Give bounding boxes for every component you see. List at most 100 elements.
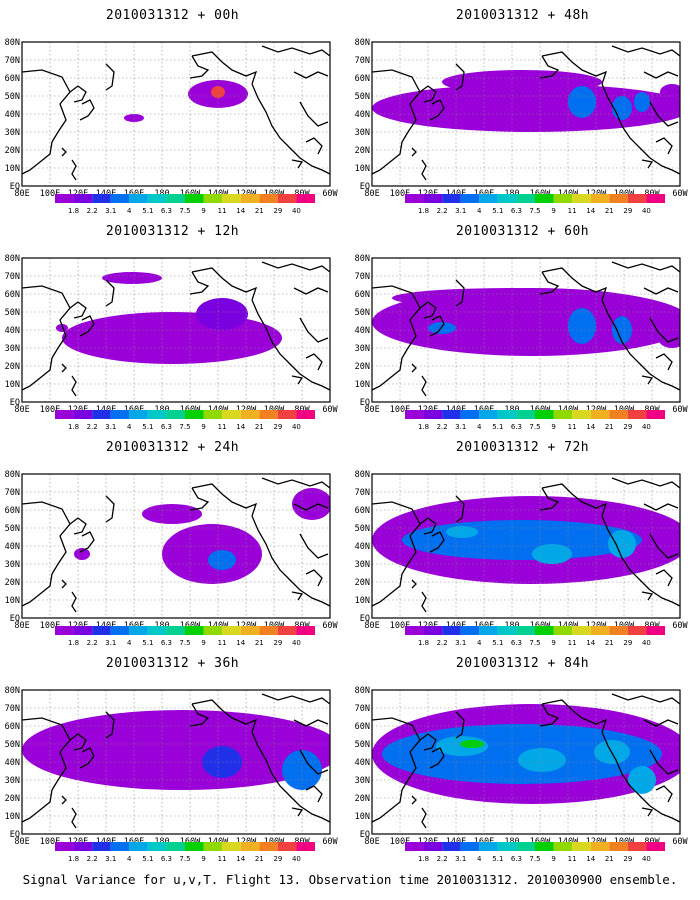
colorbar-label: 14	[236, 855, 245, 863]
colorbar-label: 3.1	[105, 855, 116, 863]
variance-region	[442, 70, 602, 94]
lat-tick-label: 10N	[5, 164, 20, 174]
colorbar-swatch	[55, 842, 74, 851]
lon-tick-label: 140W	[558, 189, 579, 198]
lon-tick-label: 80E	[14, 621, 29, 630]
lat-tick-label: 80N	[355, 686, 370, 696]
colorbar-swatch	[55, 410, 74, 419]
colorbar-swatch	[479, 194, 498, 203]
colorbar-label: 2.2	[87, 423, 98, 431]
lon-tick-label: 160E	[474, 189, 494, 198]
lat-tick-label: 30N	[355, 344, 370, 354]
lon-tick-label: 140E	[96, 189, 116, 198]
variance-region	[446, 526, 478, 538]
variance-shading	[372, 70, 680, 132]
lon-tick-label: 120W	[586, 621, 607, 630]
colorbar-label: 11	[568, 855, 577, 863]
variance-region	[568, 86, 596, 118]
lat-tick-label: 20N	[355, 578, 370, 588]
panel-title: 2010031312 + 00h	[105, 8, 240, 23]
variance-shading	[22, 710, 330, 790]
colorbar-swatch	[222, 842, 241, 851]
colorbar-swatch	[590, 194, 610, 203]
lon-tick-label: 180	[154, 837, 169, 846]
lon-tick-label: 140W	[208, 405, 229, 414]
lon-tick-label: 160E	[124, 405, 144, 414]
lat-tick-label: 60N	[355, 506, 370, 516]
colorbar-swatch	[497, 842, 517, 851]
lat-tick-label: 80N	[5, 470, 20, 480]
lat-tick-label: 70N	[5, 704, 20, 714]
lon-tick-label: 120W	[236, 837, 257, 846]
lat-tick-label: 60N	[5, 74, 20, 84]
panel-60h: 2010031312 + 60h 80E 100E 120E 140E 160E 180 1…	[350, 216, 695, 441]
colorbar-label: 4	[127, 639, 132, 647]
colorbar: 1.8 2.2 3.1 4 5.1 6.3 7.5 9 11 14 21 29 40	[55, 842, 315, 863]
colorbar-swatch	[497, 194, 517, 203]
colorbar-label: 29	[623, 639, 632, 647]
lat-tick-label: 20N	[355, 362, 370, 372]
colorbar-swatch	[110, 842, 130, 851]
variance-region	[658, 328, 680, 348]
colorbar-swatch	[166, 626, 185, 635]
lon-tick-label: 100E	[40, 837, 60, 846]
colorbar-label: 7.5	[529, 855, 540, 863]
colorbar-label: 7.5	[529, 639, 540, 647]
lon-tick-label: 140E	[96, 621, 116, 630]
lon-tick-label: 60W	[672, 621, 688, 630]
lat-tick-label: 80N	[355, 38, 370, 48]
colorbar-label: 40	[642, 207, 651, 215]
colorbar-swatch	[572, 842, 591, 851]
map: 80E 100E 120E 140E 160E 180 160W 140W 120W 100W 80…	[5, 254, 339, 414]
lat-tick-label: 70N	[5, 488, 20, 498]
variance-region	[142, 720, 222, 740]
lon-tick-label: 160E	[474, 621, 494, 630]
lon-tick-label: 60W	[322, 405, 338, 414]
colorbar-label: 29	[623, 207, 632, 215]
gridlines	[372, 258, 680, 402]
colorbar-swatch	[129, 194, 148, 203]
colorbar-label: 5.1	[492, 207, 503, 215]
lon-tick-label: 80W	[644, 405, 660, 414]
colorbar-label: 29	[273, 207, 282, 215]
lat-tick-label: EQ	[10, 398, 20, 408]
lat-tick-label: 50N	[5, 308, 20, 318]
variance-region	[532, 544, 572, 564]
colorbar-swatch	[590, 626, 610, 635]
lat-tick-label: 30N	[355, 128, 370, 138]
colorbar-swatch	[553, 194, 573, 203]
lon-tick-label: 120W	[586, 837, 607, 846]
colorbar-label: 2.2	[437, 639, 448, 647]
colorbar-swatch	[259, 410, 278, 419]
colorbar-swatch	[535, 410, 554, 419]
colorbar-label: 1.8	[418, 423, 429, 431]
lat-tick-label: 10N	[5, 380, 20, 390]
colorbar-swatch	[590, 410, 610, 419]
gridlines	[372, 42, 680, 186]
lat-tick-label: 60N	[355, 290, 370, 300]
colorbar-swatch	[185, 626, 204, 635]
colorbar-label: 6.3	[511, 423, 522, 431]
colorbar-swatch	[240, 194, 260, 203]
lon-tick-label: 160E	[124, 189, 144, 198]
lon-tick-label: 100W	[614, 405, 635, 414]
gridlines	[372, 690, 680, 834]
lat-tick-label: 60N	[5, 290, 20, 300]
colorbar-swatch	[627, 410, 647, 419]
colorbar-label: 5.1	[142, 639, 153, 647]
colorbar-label: 29	[623, 855, 632, 863]
colorbar-label: 1.8	[418, 855, 429, 863]
lon-tick-label: 80E	[14, 189, 29, 198]
colorbar-swatch	[129, 410, 148, 419]
colorbar-label: 7.5	[529, 423, 540, 431]
colorbar-swatch	[240, 842, 260, 851]
lat-tick-label: 10N	[5, 812, 20, 822]
lon-tick-label: 160W	[180, 837, 201, 846]
colorbar-label: 40	[292, 639, 301, 647]
lon-tick-label: 140W	[558, 405, 579, 414]
lon-tick-label: 100W	[264, 621, 285, 630]
lon-tick-label: 140E	[446, 837, 466, 846]
colorbar-swatch	[442, 842, 461, 851]
colorbar-swatch	[296, 410, 315, 419]
colorbar: 1.8 2.2 3.1 4 5.1 6.3 7.5 9 11 14 21 29 40	[405, 842, 665, 863]
